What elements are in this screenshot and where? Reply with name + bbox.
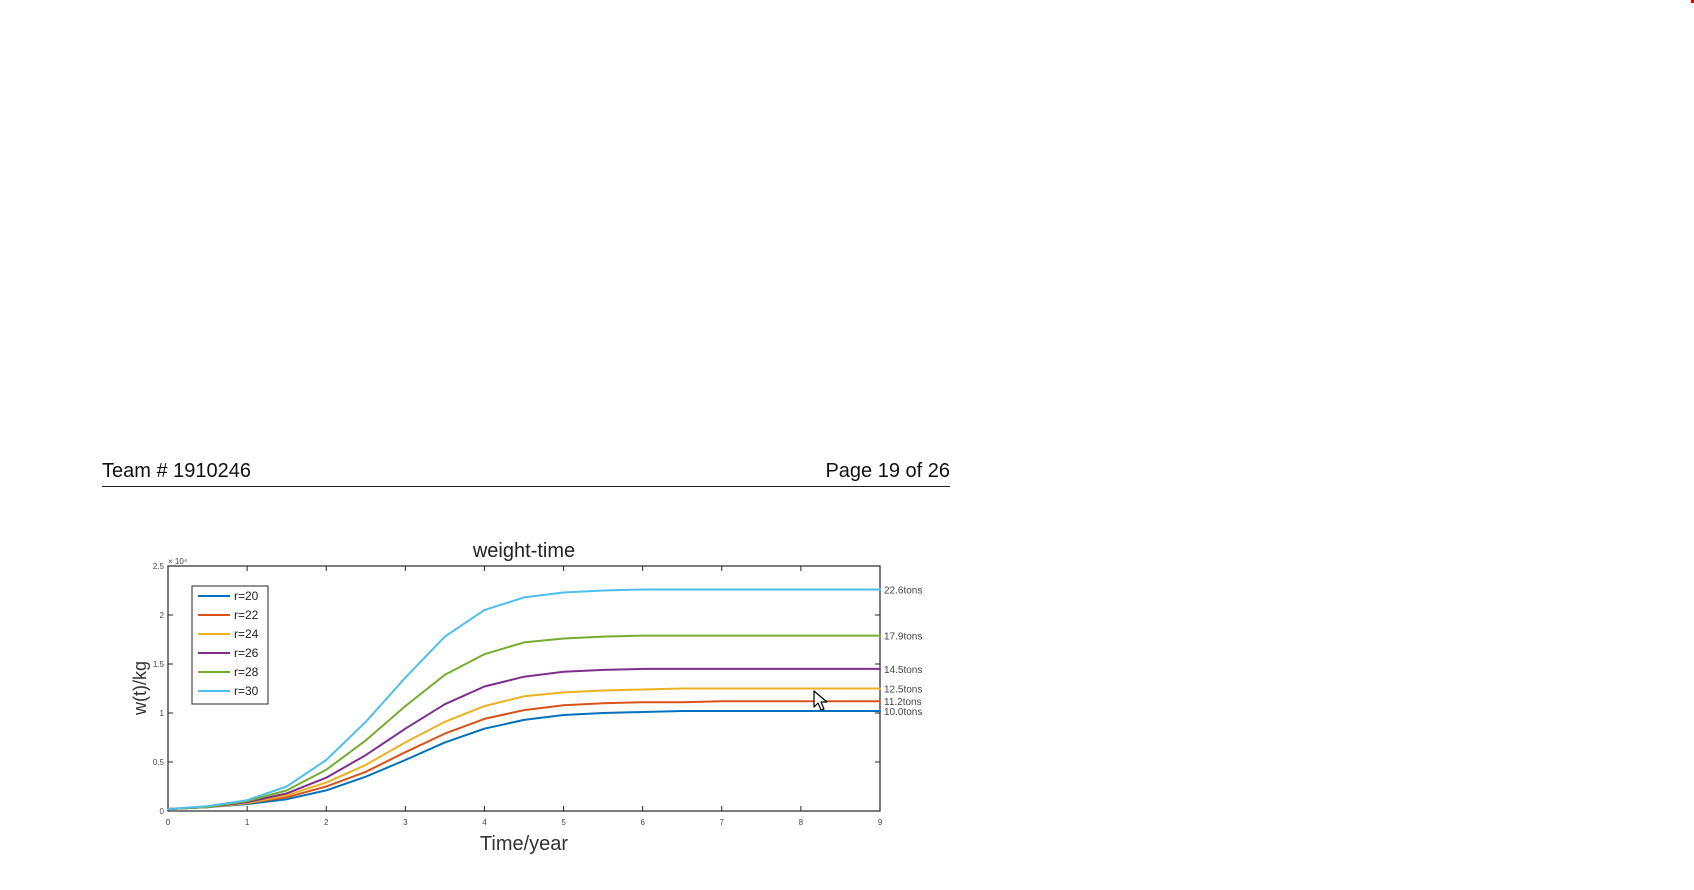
legend-entry: r=22 xyxy=(234,608,259,622)
x-tick-label: 5 xyxy=(561,818,566,827)
end-label: 10.0tons xyxy=(884,707,922,718)
legend-entry: r=26 xyxy=(234,646,259,660)
series-line-r-20 xyxy=(167,710,881,810)
ticks-layer: 0 1 2 3 4 5 6 7 8 9 0 0.5 1 1.5 2 2.5 xyxy=(153,562,883,827)
y-axis-label: w(t)/kg xyxy=(130,661,150,716)
corner-marker xyxy=(1691,0,1694,3)
legend-entry: r=30 xyxy=(234,684,259,698)
end-label: 12.5tons xyxy=(884,685,922,696)
page-number: Page 19 of 26 xyxy=(825,460,950,482)
team-number: Team # 1910246 xyxy=(102,460,252,482)
legend-entry: r=28 xyxy=(234,665,259,679)
y-tick-label: 2 xyxy=(160,611,165,620)
y-tick-label: 1.5 xyxy=(153,660,165,669)
x-tick-label: 3 xyxy=(403,818,408,827)
series-line-r-28 xyxy=(167,634,881,810)
y-axis-multiplier: × 10⁴ xyxy=(168,557,188,566)
y-tick-label: 1 xyxy=(160,709,165,718)
mouse-cursor-icon xyxy=(813,690,829,717)
x-tick-label: 0 xyxy=(166,818,171,827)
series-line-r-24 xyxy=(167,687,881,810)
chart-title: weight-time xyxy=(472,540,575,562)
y-tick-label: 2.5 xyxy=(153,562,165,571)
legend-entry: r=20 xyxy=(234,589,259,603)
series-line-r-22 xyxy=(167,700,881,810)
end-label: 17.9tons xyxy=(884,632,922,643)
x-tick-label: 8 xyxy=(799,818,804,827)
x-axis-label: Time/year xyxy=(480,833,569,855)
y-tick-label: 0 xyxy=(160,807,165,816)
end-label: 22.6tons xyxy=(884,586,922,597)
end-label: 11.2tons xyxy=(884,697,922,708)
x-tick-label: 6 xyxy=(640,818,645,827)
end-label: 14.5tons xyxy=(884,665,922,676)
x-tick-label: 2 xyxy=(324,818,329,827)
series-layer xyxy=(167,588,881,810)
legend-entry: r=24 xyxy=(234,627,259,641)
page-header: Team # 1910246 Page 19 of 26 xyxy=(102,456,950,487)
legend: r=20 r=22 r=24 r=26 r=28 r=30 xyxy=(191,585,269,705)
x-tick-label: 1 xyxy=(245,818,250,827)
x-tick-label: 7 xyxy=(720,818,725,827)
x-tick-label: 9 xyxy=(878,818,883,827)
y-tick-label: 0.5 xyxy=(153,758,165,767)
x-tick-label: 4 xyxy=(482,818,487,827)
series-line-r-30 xyxy=(167,588,881,810)
legend-box xyxy=(191,585,269,705)
series-line-r-26 xyxy=(167,667,881,810)
